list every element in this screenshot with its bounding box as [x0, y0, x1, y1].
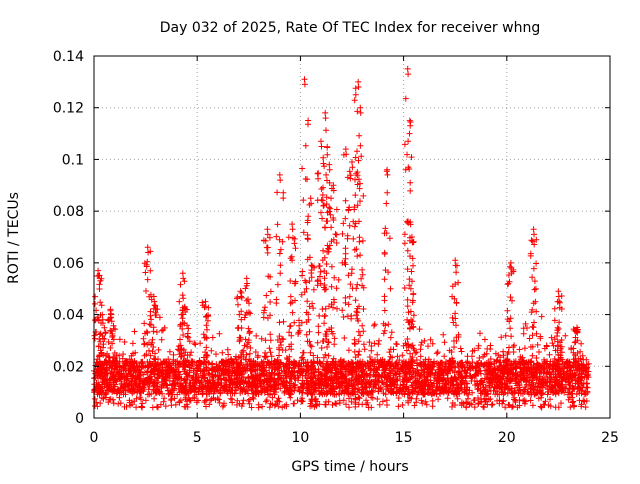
y-tick-label: 0.08 [53, 204, 84, 220]
x-tick-label: 5 [193, 430, 202, 446]
x-tick-label: 15 [395, 430, 413, 446]
x-tick-label: 10 [291, 430, 309, 446]
y-tick-label: 0 [75, 411, 84, 427]
grid-lines [94, 56, 610, 418]
y-tick-label: 0.02 [53, 359, 84, 375]
y-tick-label: 0.1 [62, 152, 84, 168]
plot-frame [93, 55, 611, 419]
data-points [91, 65, 592, 411]
chart-title: Day 032 of 2025, Rate Of TEC Index for r… [160, 20, 540, 36]
y-tick-label: 0.12 [53, 101, 84, 117]
x-tick-label: 25 [601, 430, 619, 446]
y-axis-label: ROTI / TECUs [6, 192, 22, 284]
x-tick-label: 0 [90, 430, 99, 446]
axes: 0 5 10 15 20 25 0 0.02 0.04 0.06 0.08 0.1 0.12 0.14 [53, 49, 619, 446]
y-tick-label: 0.14 [53, 49, 84, 65]
y-tick-label: 0.04 [53, 308, 84, 324]
y-tick-label: 0.06 [53, 256, 84, 272]
x-tick-label: 20 [498, 430, 516, 446]
x-axis-label: GPS time / hours [291, 459, 408, 475]
roti-markers [91, 65, 592, 411]
